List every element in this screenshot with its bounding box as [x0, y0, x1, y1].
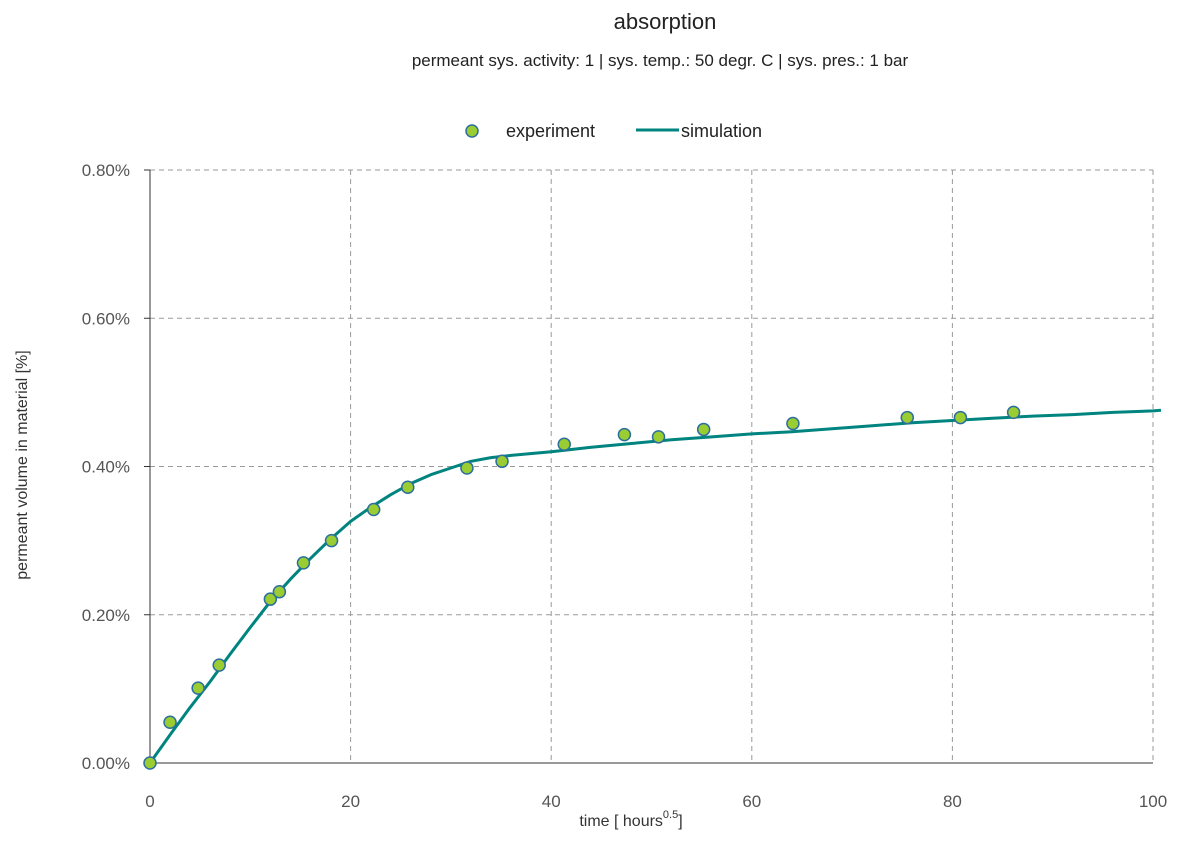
- x-tick-label: 80: [943, 792, 962, 811]
- legend-simulation-label: simulation: [681, 121, 762, 141]
- x-tick-label: 20: [341, 792, 360, 811]
- legend-experiment-label: experiment: [506, 121, 595, 141]
- x-axis-label-prefix: time [ hours: [579, 813, 663, 830]
- experiment-point: [191, 681, 205, 695]
- grid: [150, 169, 1154, 763]
- experiment-point: [1006, 405, 1021, 420]
- experiment-point: [786, 416, 800, 431]
- x-axis-label-sup: 0.5: [663, 809, 678, 821]
- y-tick-label: 0.80%: [82, 161, 130, 180]
- y-tick-label: 0.40%: [82, 458, 130, 477]
- experiment-point: [324, 533, 339, 548]
- chart-subtitle: permeant sys. activity: 1 | sys. temp.: …: [412, 51, 909, 70]
- experiment-point: [272, 585, 287, 599]
- experiment-point: [212, 658, 226, 672]
- chart-title: absorption: [614, 9, 717, 34]
- experiment-point: [401, 480, 415, 495]
- y-tick-label: 0.20%: [82, 606, 130, 625]
- y-tick-labels: 0.00% 0.20% 0.40% 0.60% 0.80%: [82, 161, 130, 773]
- experiment-point: [460, 461, 474, 475]
- simulation-line: [148, 408, 1162, 764]
- experiment-series: [143, 405, 1021, 770]
- simulation-series: [148, 408, 1162, 764]
- experiment-point: [651, 430, 666, 444]
- experiment-point: [900, 410, 915, 425]
- x-tick-label: 0: [145, 792, 154, 811]
- y-tick-label: 0.60%: [82, 309, 130, 328]
- y-tick-label: 0.00%: [82, 754, 130, 773]
- experiment-point: [953, 410, 968, 425]
- experiment-point: [557, 437, 571, 452]
- x-tick-label: 40: [542, 792, 561, 811]
- experiment-point: [296, 556, 311, 570]
- legend-experiment-marker: [465, 124, 479, 138]
- axes: [144, 169, 1153, 764]
- y-axis-label: permeant volume in material [%]: [14, 350, 31, 579]
- x-tick-labels: 0 20 40 60 80 100: [145, 792, 1167, 811]
- x-axis-label-suffix: ]: [678, 813, 682, 830]
- experiment-point: [143, 756, 157, 770]
- experiment-point: [263, 592, 278, 606]
- x-tick-label: 60: [742, 792, 761, 811]
- experiment-point: [617, 427, 632, 442]
- experiment-point: [696, 422, 711, 437]
- x-tick-label: 100: [1139, 792, 1167, 811]
- x-axis-label: time [ hours0.5]: [579, 809, 682, 830]
- experiment-point: [495, 454, 509, 469]
- legend: experiment simulation: [465, 121, 762, 141]
- experiment-point: [366, 502, 381, 517]
- experiment-point: [163, 715, 177, 729]
